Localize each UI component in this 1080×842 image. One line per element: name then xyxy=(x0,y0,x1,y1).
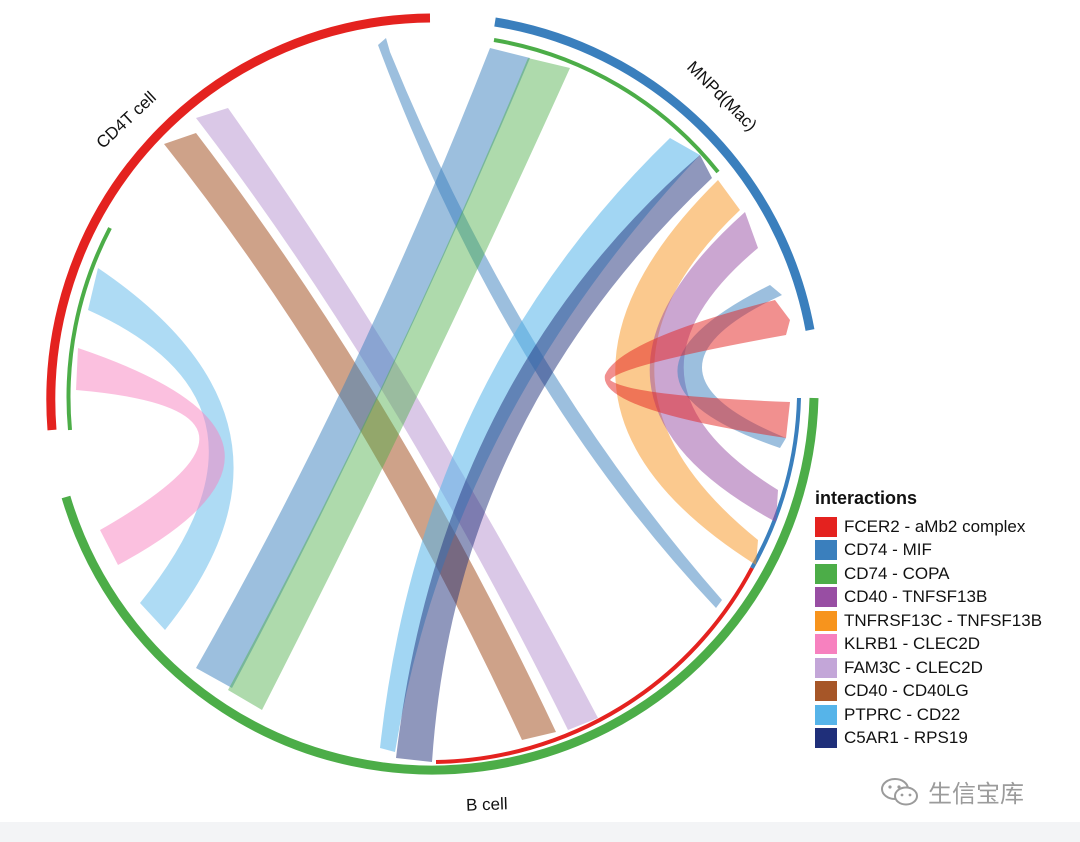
legend-item: CD74 - MIF xyxy=(815,539,1080,563)
watermark: 生信宝库 xyxy=(880,774,1024,809)
legend-item: FAM3C - CLEC2D xyxy=(815,656,1080,680)
link-klrb1-clec2d-cd4t-bcell xyxy=(76,348,225,565)
legend-swatch xyxy=(815,516,837,537)
legend-item: CD74 - COPA xyxy=(815,562,1080,586)
legend-label: FAM3C - CLEC2D xyxy=(844,657,983,677)
inner-track-cd4t-green xyxy=(66,227,112,431)
sector-track-cd4t xyxy=(46,13,431,431)
legend-swatch xyxy=(815,634,837,655)
legend-label: FCER2 - aMb2 complex xyxy=(844,516,1026,536)
legend-item: TNFRSF13C - TNFSF13B xyxy=(815,609,1080,633)
legend-label: CD40 - TNFSF13B xyxy=(844,587,988,607)
link-cd40-tnfsf13b-mnpd-bcell xyxy=(649,212,778,522)
link-tnfrsf13c-tnfsf13b-mnpd-bcell xyxy=(615,180,758,565)
link-cd74-copa-mnpd-bcell xyxy=(228,58,570,710)
inner-track-bcell-blue xyxy=(750,397,801,569)
legend-label: TNFRSF13C - TNFSF13B xyxy=(844,610,1043,630)
legend-item: FCER2 - aMb2 complex xyxy=(815,515,1080,539)
link-fcer2-amb2-bcell-mnpd xyxy=(604,300,790,438)
legend-swatch xyxy=(815,681,837,702)
sector-track-bcell xyxy=(61,397,819,775)
legend-title: interactions xyxy=(815,488,918,508)
chord-links xyxy=(76,38,790,762)
legend-item: PTPRC - CD22 xyxy=(815,703,1080,727)
sector-label-bcell: B cell xyxy=(466,794,508,814)
legend-label: PTPRC - CD22 xyxy=(844,704,961,724)
legend-label: C5AR1 - RPS19 xyxy=(844,728,968,748)
legend-label: CD74 - MIF xyxy=(844,540,932,560)
legend: interactions FCER2 - aMb2 complex CD74 -… xyxy=(815,488,1080,750)
legend-item: CD40 - CD40LG xyxy=(815,680,1080,704)
legend-item: CD40 - TNFSF13B xyxy=(815,586,1080,610)
legend-label: CD74 - COPA xyxy=(844,563,950,583)
sector-tracks xyxy=(46,13,819,775)
legend-label: KLRB1 - CLEC2D xyxy=(844,634,981,654)
link-cd74-mif-mnpd-bcell xyxy=(196,48,530,688)
legend-swatch xyxy=(815,587,837,608)
legend-swatch xyxy=(815,728,837,749)
legend-swatch xyxy=(815,704,837,725)
inner-track-mnpd-green xyxy=(493,38,720,174)
legend-swatch xyxy=(815,563,837,584)
inner-track-bcell-red xyxy=(435,567,754,764)
inner-tracks xyxy=(66,38,801,764)
legend-items: FCER2 - aMb2 complex CD74 - MIF CD74 - C… xyxy=(815,515,1080,750)
legend-item: KLRB1 - CLEC2D xyxy=(815,633,1080,657)
legend-swatch xyxy=(815,610,837,631)
footer-bar xyxy=(0,822,1080,842)
link-fam3c-clec2d-cd4t-bcell xyxy=(196,108,598,730)
watermark-text: 生信宝库 xyxy=(928,781,1024,808)
sector-track-mnpd xyxy=(494,17,815,331)
legend-label: CD40 - CD40LG xyxy=(844,681,969,701)
link-ptprc-cd22-cd4t-bcell xyxy=(88,268,234,630)
wechat-icon xyxy=(881,777,918,805)
legend-swatch xyxy=(815,657,837,678)
legend-swatch xyxy=(815,540,837,561)
legend-item: C5AR1 - RPS19 xyxy=(815,727,1080,751)
link-c5ar1-rps19-mnpd-bcell xyxy=(396,155,712,762)
